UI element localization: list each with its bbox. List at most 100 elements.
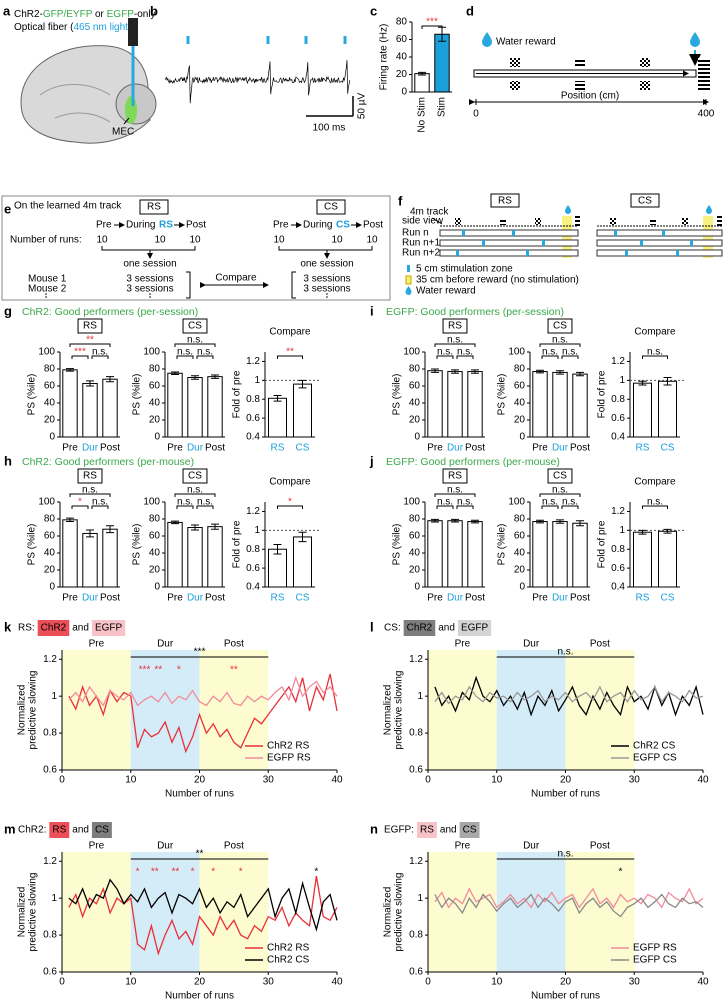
y-tick-label: 20 — [514, 565, 526, 576]
y-tick-label: 60 — [149, 531, 161, 542]
y-tick-label: 0.6 — [43, 765, 57, 776]
significance-star: * — [211, 867, 215, 878]
y-tick-label: 100 — [38, 497, 55, 508]
scale-label: 100 ms — [313, 123, 346, 134]
x-axis-label: Number of runs — [165, 789, 234, 800]
significance-bracket — [71, 505, 89, 509]
y-tick-label: 40 — [149, 398, 161, 409]
y-tick-label: 40 — [149, 548, 161, 559]
bar — [82, 532, 98, 588]
bracket — [291, 271, 296, 299]
tick-label: 400 — [698, 109, 715, 120]
y-tick-label: 1.2 — [43, 654, 57, 665]
y-tick-label: 1.2 — [409, 654, 423, 665]
significance-star: * — [314, 867, 318, 878]
axis-label: Position (cm) — [561, 91, 619, 102]
y-axis-label: predictive slowing — [28, 873, 39, 952]
x-tick-label: Dur — [82, 593, 99, 604]
y-tick-label: 80 — [149, 364, 161, 375]
header-text: EGFP — [95, 623, 123, 634]
y-tick-label: 80 — [44, 514, 56, 525]
significance-label: n.s. — [437, 497, 453, 508]
x-tick-label: CS — [296, 593, 310, 604]
error-bar — [451, 518, 459, 523]
x-tick-label: 20 — [560, 775, 572, 786]
y-axis-label: Fold of pre — [597, 370, 608, 418]
error-bar — [66, 517, 74, 523]
y-tick-label: 40 — [396, 52, 408, 63]
span — [565, 852, 635, 972]
panel-label: m — [4, 821, 16, 836]
significance-bracket — [436, 355, 454, 359]
panel-d: Water reward Position (cm) 0 400 — [469, 32, 715, 120]
bar — [447, 371, 463, 438]
y-axis-label: Normalized — [17, 887, 28, 938]
y-tick-label: 100 — [143, 347, 160, 358]
x-tick-label: RS — [636, 443, 650, 454]
series-line — [434, 893, 704, 918]
panel-label: h — [4, 453, 12, 468]
significance-bracket — [421, 25, 443, 29]
span — [62, 852, 131, 972]
x-tick-label: Pre — [167, 593, 183, 604]
significance-star: * — [239, 867, 243, 878]
panel-label: b — [150, 3, 158, 18]
stim-zones — [456, 230, 693, 256]
legend-label: EGFP RS — [633, 943, 677, 954]
x-tick-label: Post — [205, 593, 225, 604]
significance-bracket — [541, 355, 559, 359]
chart-title: CS — [188, 471, 202, 482]
x-tick-label: No Stim — [417, 97, 428, 133]
significance-bracket — [69, 493, 111, 497]
bar — [167, 521, 183, 588]
y-tick-label: 0 — [414, 582, 420, 593]
label: side view — [402, 216, 444, 227]
x-tick-label: Pre — [62, 443, 78, 454]
significance-label: n.s. — [542, 497, 558, 508]
significance-label: n.s. — [557, 849, 573, 860]
y-tick-label: 40 — [44, 398, 56, 409]
significance-bracket — [434, 343, 476, 347]
y-tick-label: 60 — [409, 381, 421, 392]
y-tick-label: 40 — [514, 398, 526, 409]
x-tick-label: 30 — [263, 977, 275, 988]
y-tick-label: 0.6 — [611, 413, 625, 424]
y-tick-label: 0.8 — [611, 544, 625, 555]
x-tick-label: 30 — [629, 775, 641, 786]
span — [496, 852, 566, 972]
significance-label: n.s. — [92, 347, 108, 358]
step: RS — [159, 220, 173, 231]
group-title: ChR2: Good performers (per-mouse) — [22, 456, 194, 468]
significance-label: n.s. — [197, 497, 213, 508]
sessions-label: 3 sessions — [303, 274, 350, 285]
series-line — [68, 673, 338, 754]
bar — [62, 369, 78, 438]
error-bar — [663, 377, 672, 386]
bar — [207, 526, 223, 588]
span — [199, 650, 269, 770]
significance-bracket — [69, 343, 111, 347]
legend-label: EGFP CS — [633, 753, 677, 764]
significance-bracket — [174, 343, 216, 347]
title-box — [547, 318, 573, 334]
legend-swatch — [405, 286, 412, 295]
ellipsis — [326, 296, 328, 298]
span-label: Post — [224, 841, 244, 852]
panel-label: k — [4, 619, 12, 634]
significance-bracket — [277, 505, 303, 509]
bar — [572, 522, 588, 588]
panel-label: e — [4, 201, 11, 216]
chart-title: CS — [553, 321, 567, 332]
error-bar — [431, 368, 439, 373]
chart-title: Compare — [269, 477, 311, 488]
no-stim-zone — [703, 216, 713, 258]
panel-f: 4m track side view RS CS Run n Run n+1 R… — [402, 193, 723, 297]
panel-label: c — [370, 3, 377, 18]
y-tick-label: 60 — [149, 381, 161, 392]
significance-label: * — [288, 497, 292, 508]
cue — [640, 58, 650, 67]
ellipsis — [326, 293, 328, 295]
